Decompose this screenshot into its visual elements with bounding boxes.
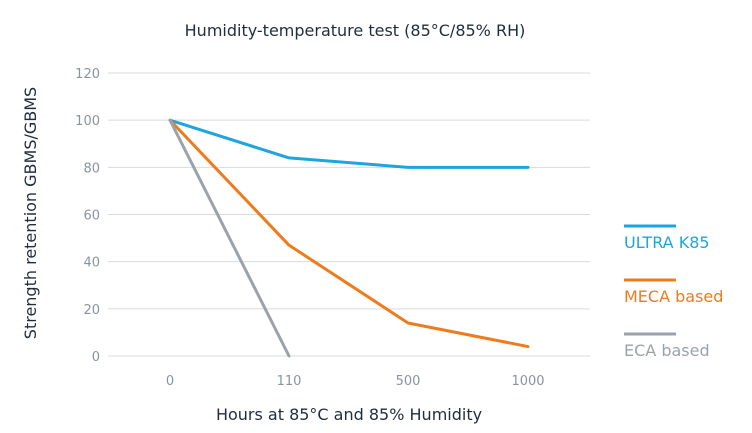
- legend: ULTRA K85 MECA based ECA based: [624, 224, 723, 360]
- series-line-0: [168, 118, 530, 169]
- series-line-1: [168, 118, 530, 349]
- y-tick-label: 60: [83, 209, 100, 224]
- x-tick-label: 110: [277, 374, 302, 389]
- y-ticks: 0 20 40 60 80 100 120: [75, 67, 100, 365]
- series-lines: [168, 118, 530, 358]
- legend-label: ECA based: [624, 341, 710, 360]
- y-tick-label: 0: [92, 350, 100, 365]
- chart-title: Humidity-temperature test (85°C/85% RH): [185, 21, 526, 40]
- x-tick-label: 0: [166, 374, 174, 389]
- grid: [108, 72, 590, 357]
- y-tick-label: 100: [75, 114, 100, 129]
- y-tick-label: 80: [83, 161, 100, 176]
- legend-label: ULTRA K85: [624, 233, 710, 252]
- y-tick-label: 20: [83, 303, 100, 318]
- series-line-2: [168, 118, 291, 358]
- x-ticks: 0 110 500 1000: [166, 374, 545, 389]
- x-axis-label: Hours at 85°C and 85% Humidity: [216, 405, 482, 424]
- y-axis-label: Strength retention GBMS/GBMS: [21, 87, 40, 339]
- x-tick-label: 1000: [511, 374, 544, 389]
- x-tick-label: 500: [396, 374, 421, 389]
- legend-label: MECA based: [624, 287, 723, 306]
- y-tick-label: 40: [83, 256, 100, 271]
- y-tick-label: 120: [75, 67, 100, 82]
